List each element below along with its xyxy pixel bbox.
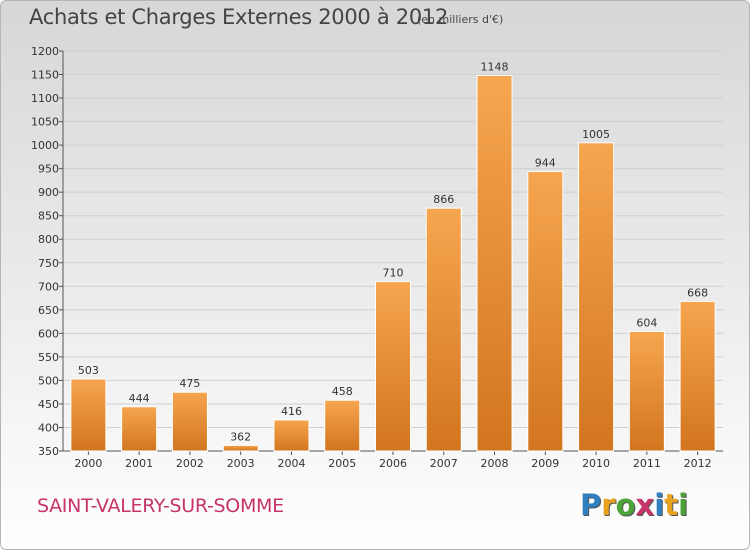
bar-2003 [222,444,259,452]
x-tick-label: 2003 [227,457,255,470]
y-tick-label: 850 [38,210,59,223]
data-label-2001: 444 [129,392,150,405]
y-tick-label: 700 [38,280,59,293]
bar-2009 [527,170,564,452]
y-tick-label: 1100 [31,92,59,105]
bar-2001 [121,406,158,452]
bar-2007 [425,207,462,452]
unit-label: (en milliers d'€) [417,13,504,26]
data-label-2006: 710 [383,267,404,280]
data-label-2008: 1148 [481,60,509,73]
data-label-2010: 1005 [582,128,610,141]
x-tick-label: 2002 [176,457,204,470]
y-tick-label: 450 [38,398,59,411]
x-tick-label: 2012 [684,457,712,470]
bar-2000 [70,378,107,452]
x-tick-label: 2000 [74,457,102,470]
chart-title: Achats et Charges Externes 2000 à 2012 [29,5,449,29]
x-tick-label: 2004 [277,457,305,470]
data-label-2002: 475 [179,377,200,390]
x-tick-label: 2005 [328,457,356,470]
commune-name: SAINT-VALERY-SUR-SOMME [37,495,284,517]
y-tick-label: 600 [38,327,59,340]
y-tick-label: 650 [38,304,59,317]
y-tick-label: 1050 [31,116,59,129]
y-tick-label: 1200 [31,45,59,58]
bar-2010 [578,142,615,452]
bar-2005 [324,399,361,452]
data-label-2004: 416 [281,405,302,418]
logo-letter: i [678,488,689,522]
y-tick-label: 1000 [31,139,59,152]
logo-letter: P [580,488,602,522]
y-tick-label: 800 [38,233,59,246]
logo-letter: o [615,488,636,522]
labels: 350 400 450 500 550 600 650 700 750 800 850 900 950 1… [31,45,712,470]
data-label-2000: 503 [78,364,99,377]
y-tick-label: 350 [38,445,59,458]
x-tick-label: 2001 [125,457,153,470]
x-tick-label: 2007 [430,457,458,470]
bar-2012 [679,300,716,452]
bar-2008 [476,74,513,452]
logo-letter: x [635,488,655,522]
proxiti-logo[interactable]: Proxiti [580,488,688,522]
bar-2006 [374,281,412,452]
data-label-2007: 866 [433,193,454,206]
bar-2004 [273,419,310,452]
data-label-2005: 458 [332,385,353,398]
logo-letter: t [664,488,679,522]
data-label-2012: 668 [687,286,708,299]
y-tick-label: 400 [38,421,59,434]
x-tick-label: 2011 [633,457,661,470]
y-tick-label: 950 [38,163,59,176]
y-tick-label: 1150 [31,69,59,82]
x-tick-label: 2010 [582,457,610,470]
y-tick-label: 500 [38,374,59,387]
bar-2002 [171,391,208,452]
bar-2011 [628,330,665,452]
x-tick-label: 2008 [481,457,509,470]
y-tick-label: 750 [38,257,59,270]
data-label-2009: 944 [535,156,556,169]
logo-letter: i [654,488,665,522]
logo-letter: r [601,488,616,522]
data-label-2011: 604 [636,316,657,329]
data-label-2003: 362 [230,430,251,443]
y-tick-label: 900 [38,186,59,199]
x-tick-label: 2006 [379,457,407,470]
y-tick-label: 550 [38,351,59,364]
x-tick-label: 2009 [531,457,559,470]
bars [70,74,716,452]
